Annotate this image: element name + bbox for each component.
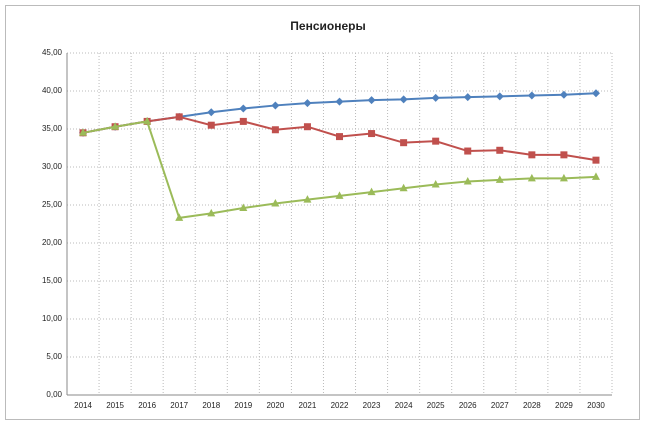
marker bbox=[399, 183, 408, 192]
marker bbox=[175, 213, 184, 221]
x-tick-label: 2020 bbox=[266, 401, 284, 410]
x-tick-label: 2016 bbox=[138, 401, 156, 410]
y-tick-label: 15,00 bbox=[42, 276, 63, 285]
marker bbox=[239, 104, 248, 113]
marker bbox=[303, 99, 312, 108]
marker bbox=[527, 173, 536, 182]
marker bbox=[591, 89, 600, 98]
marker bbox=[143, 116, 152, 125]
chart-border bbox=[5, 5, 640, 420]
x-tick-label: 2015 bbox=[106, 401, 124, 410]
x-tick-label: 2021 bbox=[299, 401, 317, 410]
marker bbox=[431, 93, 440, 102]
y-tick-label: 40,00 bbox=[42, 86, 63, 95]
marker bbox=[79, 128, 88, 136]
y-tick-label: 20,00 bbox=[42, 238, 63, 247]
chart-title: Пенсионеры bbox=[290, 19, 365, 33]
y-tick-label: 5,00 bbox=[46, 352, 62, 361]
y-tick-label: 30,00 bbox=[42, 162, 63, 171]
marker bbox=[303, 123, 311, 131]
x-tick-label: 2017 bbox=[170, 401, 188, 410]
marker bbox=[175, 113, 183, 121]
x-tick-label: 2026 bbox=[459, 401, 477, 410]
marker bbox=[432, 137, 440, 145]
marker bbox=[399, 95, 408, 104]
marker bbox=[431, 179, 440, 188]
marker bbox=[463, 176, 472, 185]
marker bbox=[559, 90, 568, 99]
y-tick-label: 0,00 bbox=[46, 390, 62, 399]
marker bbox=[303, 195, 312, 203]
x-tick-label: 2019 bbox=[234, 401, 252, 410]
x-tick-label: 2018 bbox=[202, 401, 220, 410]
marker bbox=[271, 101, 280, 110]
marker bbox=[207, 208, 216, 217]
marker bbox=[559, 173, 568, 182]
marker bbox=[400, 139, 408, 147]
marker bbox=[335, 97, 344, 106]
marker bbox=[592, 156, 600, 164]
marker bbox=[463, 93, 472, 102]
x-tick-label: 2030 bbox=[587, 401, 605, 410]
x-tick-label: 2023 bbox=[363, 401, 381, 410]
marker bbox=[239, 117, 247, 125]
marker bbox=[464, 147, 472, 155]
marker bbox=[367, 187, 376, 196]
marker bbox=[271, 126, 279, 134]
marker bbox=[496, 146, 504, 154]
marker bbox=[207, 108, 216, 117]
marker bbox=[560, 151, 568, 159]
x-tick-label: 2022 bbox=[331, 401, 349, 410]
y-tick-label: 35,00 bbox=[42, 124, 63, 133]
x-tick-label: 2024 bbox=[395, 401, 413, 410]
x-tick-label: 2027 bbox=[491, 401, 509, 410]
marker bbox=[335, 191, 344, 199]
marker bbox=[207, 121, 215, 129]
marker bbox=[336, 133, 343, 141]
marker bbox=[527, 91, 536, 100]
y-tick-label: 10,00 bbox=[42, 314, 63, 323]
marker bbox=[239, 203, 248, 212]
marker bbox=[111, 122, 120, 130]
y-tick-label: 45,00 bbox=[42, 48, 63, 57]
marker bbox=[271, 198, 280, 207]
x-tick-label: 2014 bbox=[74, 401, 92, 410]
marker bbox=[591, 172, 600, 180]
y-tick-label: 25,00 bbox=[42, 200, 63, 209]
marker bbox=[495, 175, 504, 183]
marker bbox=[367, 96, 376, 105]
x-tick-label: 2025 bbox=[427, 401, 445, 410]
marker bbox=[495, 92, 504, 101]
x-tick-label: 2028 bbox=[523, 401, 541, 410]
x-tick-label: 2029 bbox=[555, 401, 573, 410]
marker bbox=[368, 130, 376, 138]
marker bbox=[528, 151, 536, 159]
